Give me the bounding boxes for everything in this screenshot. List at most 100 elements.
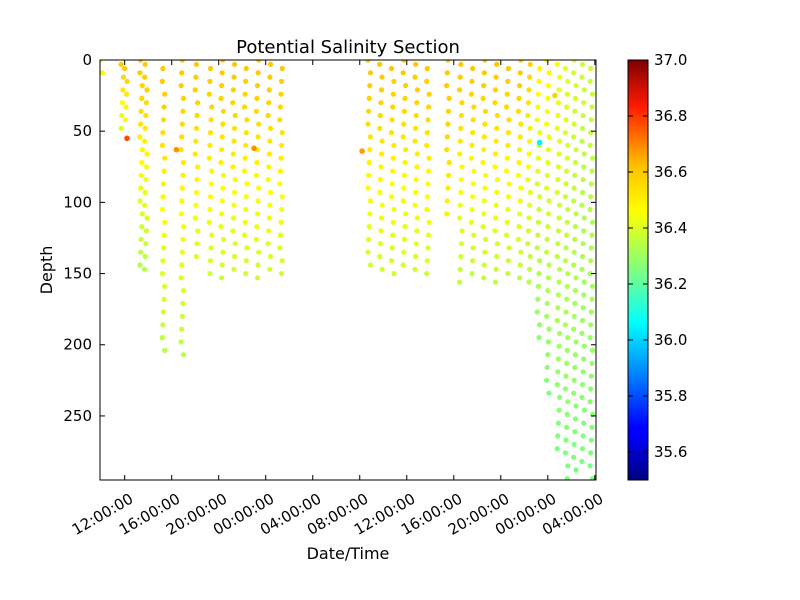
data-point: [413, 112, 419, 119]
data-point: [179, 134, 185, 140]
data-point: [581, 407, 587, 413]
data-point: [413, 177, 419, 183]
data-point: [424, 130, 430, 136]
data-point: [388, 194, 395, 200]
data-point: [231, 74, 237, 80]
data-point: [588, 65, 594, 72]
data-point: [232, 253, 238, 260]
data-point: [457, 279, 463, 285]
data-point: [400, 134, 406, 140]
data-point: [537, 65, 543, 72]
data-point: [562, 130, 569, 136]
data-point: [565, 463, 571, 469]
data-point: [379, 138, 385, 144]
x-axis-label: Date/Time: [307, 544, 390, 563]
data-point: [400, 262, 406, 268]
data-point: [219, 262, 225, 268]
data-point: [470, 65, 476, 72]
data-point: [545, 159, 551, 166]
data-point: [279, 206, 285, 213]
data-point: [481, 134, 487, 140]
data-point: [241, 104, 248, 110]
data-point: [220, 60, 226, 63]
data-point: [571, 313, 577, 319]
data-point: [244, 117, 250, 123]
data-point: [390, 91, 396, 97]
data-point: [535, 91, 542, 97]
data-point: [124, 78, 130, 84]
data-point: [143, 112, 149, 119]
data-point: [579, 125, 586, 131]
y-axis-label: Depth: [37, 246, 56, 295]
data-point: [565, 271, 571, 277]
data-point: [231, 266, 237, 272]
data-point: [412, 266, 418, 272]
data-point: [546, 326, 552, 332]
data-point: [505, 258, 511, 264]
data-point: [555, 164, 562, 170]
data-point: [544, 108, 550, 114]
data-point: [180, 108, 186, 114]
data-point: [241, 232, 248, 238]
data-point: [527, 61, 533, 67]
data-point: [365, 60, 371, 63]
data-point: [412, 74, 418, 80]
data-point: [267, 253, 274, 260]
data-point: [254, 275, 261, 281]
data-point: [554, 317, 560, 324]
data-point-highlight: [173, 146, 180, 153]
data-point: [556, 215, 562, 221]
data-point: [388, 130, 395, 136]
data-point: [178, 147, 184, 153]
data-point: [525, 241, 531, 247]
data-point: [554, 446, 560, 452]
colorbar-gradient: [627, 59, 649, 481]
data-point: [367, 262, 373, 268]
data-point: [366, 108, 372, 114]
data-point: [254, 83, 261, 89]
data-point: [535, 104, 541, 110]
data-point: [207, 194, 214, 200]
data-point: [425, 232, 432, 238]
data-point: [253, 236, 259, 242]
data-point: [564, 476, 570, 480]
data-point: [160, 65, 166, 72]
data-point: [468, 219, 474, 225]
data-point: [413, 61, 419, 67]
data-point: [527, 74, 533, 80]
data-point: [471, 168, 477, 174]
data-point: [267, 61, 274, 67]
data-point: [377, 177, 383, 183]
data-point: [545, 224, 551, 230]
data-point: [426, 155, 432, 161]
data-point: [143, 241, 149, 247]
data-point: [494, 253, 500, 260]
data-point: [492, 87, 499, 93]
data-point: [504, 232, 510, 238]
data-point: [544, 172, 550, 178]
data-point: [580, 241, 586, 247]
data-point: [505, 206, 511, 213]
data-point: [554, 61, 560, 67]
data-point: [243, 258, 249, 264]
data-point: [389, 181, 395, 187]
data-point: [267, 125, 274, 131]
data-point: [254, 95, 260, 101]
data-point: [139, 224, 145, 230]
data-point: [120, 87, 126, 93]
data-point: [564, 296, 570, 302]
data-point: [469, 206, 475, 213]
data-point: [571, 121, 577, 127]
data-point: [367, 70, 373, 76]
data-point: [413, 253, 419, 260]
data-point: [482, 236, 489, 242]
data-point: [142, 266, 148, 272]
data-point: [266, 215, 272, 221]
data-point: [572, 416, 579, 422]
data-point: [243, 65, 249, 72]
data-point: [367, 83, 373, 89]
data-point: [232, 177, 238, 183]
colorbar-tick-label: 36.4: [654, 219, 687, 237]
data-point: [142, 74, 148, 80]
